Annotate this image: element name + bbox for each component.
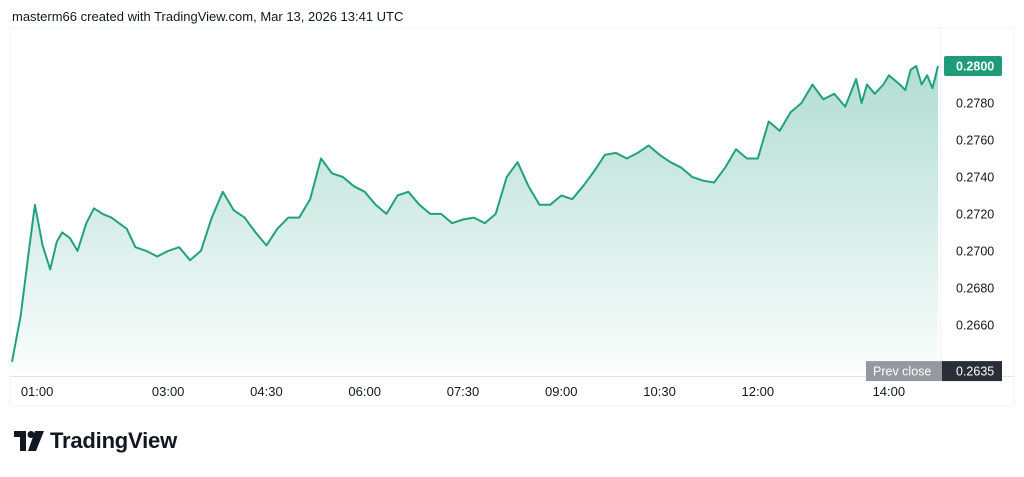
- prev-close-value: 0.2635: [956, 365, 994, 379]
- price-line: [11, 65, 939, 362]
- price-tick-label: 0.2780: [956, 97, 994, 111]
- time-tick-label: 07:30: [447, 384, 480, 399]
- price-tick-label: 0.2680: [956, 281, 994, 295]
- time-tick-label: 04:30: [250, 384, 283, 399]
- prev-close-value-bg: [942, 361, 1002, 382]
- tradingview-logo-icon: [14, 431, 44, 451]
- price-tick-label: 0.2700: [956, 244, 994, 258]
- time-tick-label: 09:00: [545, 384, 578, 399]
- time-tick-label: 10:30: [643, 384, 676, 399]
- time-tick-label: 14:00: [873, 384, 906, 399]
- last-price-badge: 0.2800: [944, 56, 1002, 77]
- price-axis: 0.2660 0.2680 0.2700 0.2720 0.2740 0.2760 0.27…: [956, 97, 994, 333]
- price-tick-label: 0.2760: [956, 133, 994, 147]
- prev-close-label: Prev close: [873, 365, 931, 379]
- time-tick-label: 12:00: [742, 384, 775, 399]
- time-axis: 01:00 03:00 04:30 06:00 07:30 09:00 10:30 12:00…: [21, 384, 905, 399]
- price-chart[interactable]: 0.2660 0.2680 0.2700 0.2720 0.2740 0.2760 0.27…: [0, 0, 1024, 420]
- chart-border: [9, 27, 1015, 407]
- chart-attribution: masterm66 created with TradingView.com, …: [12, 9, 404, 24]
- price-tick-label: 0.2660: [956, 318, 994, 332]
- prev-close-marker: Prev close 0.2635: [866, 361, 1002, 382]
- tradingview-logo-text: TradingView: [50, 428, 177, 453]
- prev-close-label-bg: [866, 361, 942, 382]
- time-tick-label: 03:00: [152, 384, 185, 399]
- time-tick-label: 06:00: [348, 384, 381, 399]
- chart-frame: [9, 27, 1015, 407]
- price-tick-label: 0.2720: [956, 207, 994, 221]
- last-price-value: 0.2800: [956, 60, 994, 74]
- last-price-badge-bg: [944, 56, 1002, 77]
- price-tick-label: 0.2740: [956, 170, 994, 184]
- time-tick-label: 01:00: [21, 384, 54, 399]
- tradingview-logo[interactable]: TradingView: [14, 428, 177, 454]
